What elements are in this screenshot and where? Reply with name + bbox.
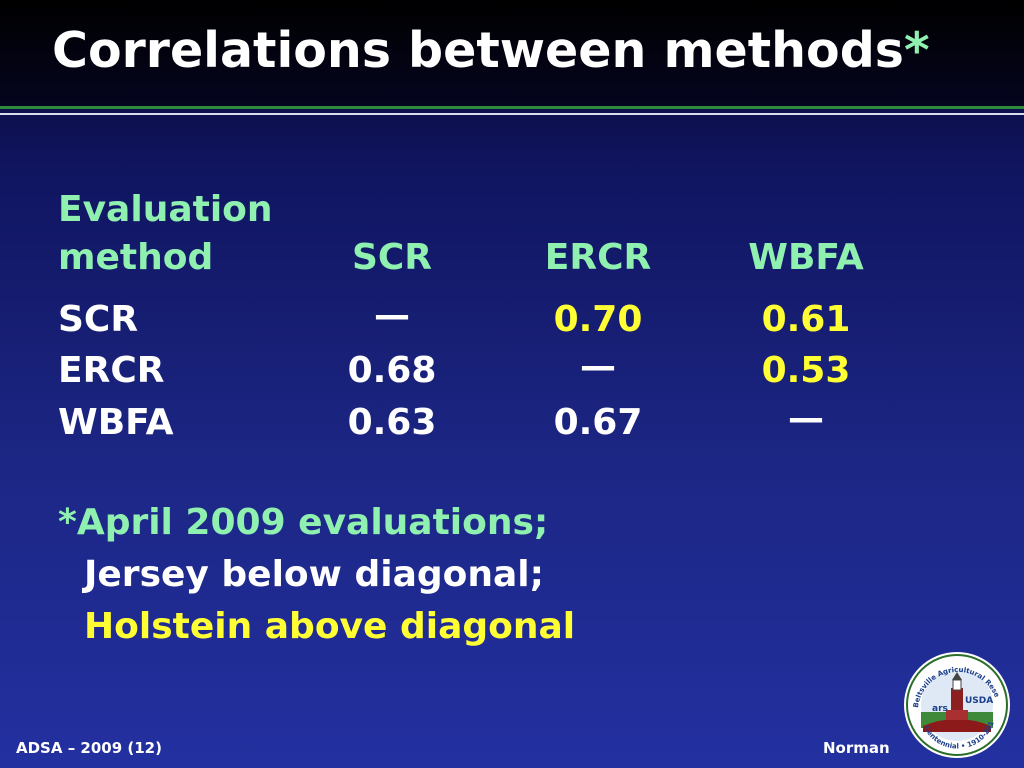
title-rule-green xyxy=(0,106,1024,109)
column-header-wbfa: WBFA xyxy=(748,237,864,278)
cell-wbfa-scr: 0.63 xyxy=(347,402,437,443)
footnote-line-3: Holstein above diagonal xyxy=(84,606,576,647)
column-header-ercr: ERCR xyxy=(544,237,652,278)
footnote-line-2: Jersey below diagonal; xyxy=(84,554,545,595)
logo-ars-text: ars xyxy=(932,704,948,714)
cell-wbfa-ercr: 0.67 xyxy=(553,402,643,443)
column-header-scr: SCR xyxy=(351,237,433,278)
cell-ercr-scr: 0.68 xyxy=(347,350,437,391)
cell-scr-scr: — xyxy=(374,295,410,336)
title-rule-white xyxy=(0,113,1024,115)
slide-title-text: Correlations between methods xyxy=(52,22,904,79)
logo-seal-icon: ars USDA Beltsville Agricultural Researc… xyxy=(899,644,1010,758)
cell-ercr-wbfa: 0.53 xyxy=(761,350,851,391)
row-label-ercr: ERCR xyxy=(58,350,165,391)
title-band xyxy=(0,0,1024,108)
cell-wbfa-wbfa: — xyxy=(788,398,824,439)
cell-ercr-ercr: — xyxy=(580,346,616,387)
title-asterisk: * xyxy=(903,22,930,79)
row-label-scr: SCR xyxy=(58,299,139,340)
slide-title: Correlations between methods* xyxy=(52,22,930,79)
footnote-line-1: *April 2009 evaluations; xyxy=(58,502,549,543)
cell-scr-ercr: 0.70 xyxy=(553,299,643,340)
footer-right: Norman xyxy=(823,739,890,757)
row-label-wbfa: WBFA xyxy=(58,402,174,443)
logo-usda-text: USDA xyxy=(965,696,993,706)
cell-scr-wbfa: 0.61 xyxy=(761,299,851,340)
header-evaluation: Evaluation xyxy=(58,189,273,230)
barc-centennial-logo: ars USDA Beltsville Agricultural Researc… xyxy=(899,644,1012,760)
header-method: method xyxy=(58,237,214,278)
footer-left: ADSA – 2009 (12) xyxy=(16,739,162,757)
